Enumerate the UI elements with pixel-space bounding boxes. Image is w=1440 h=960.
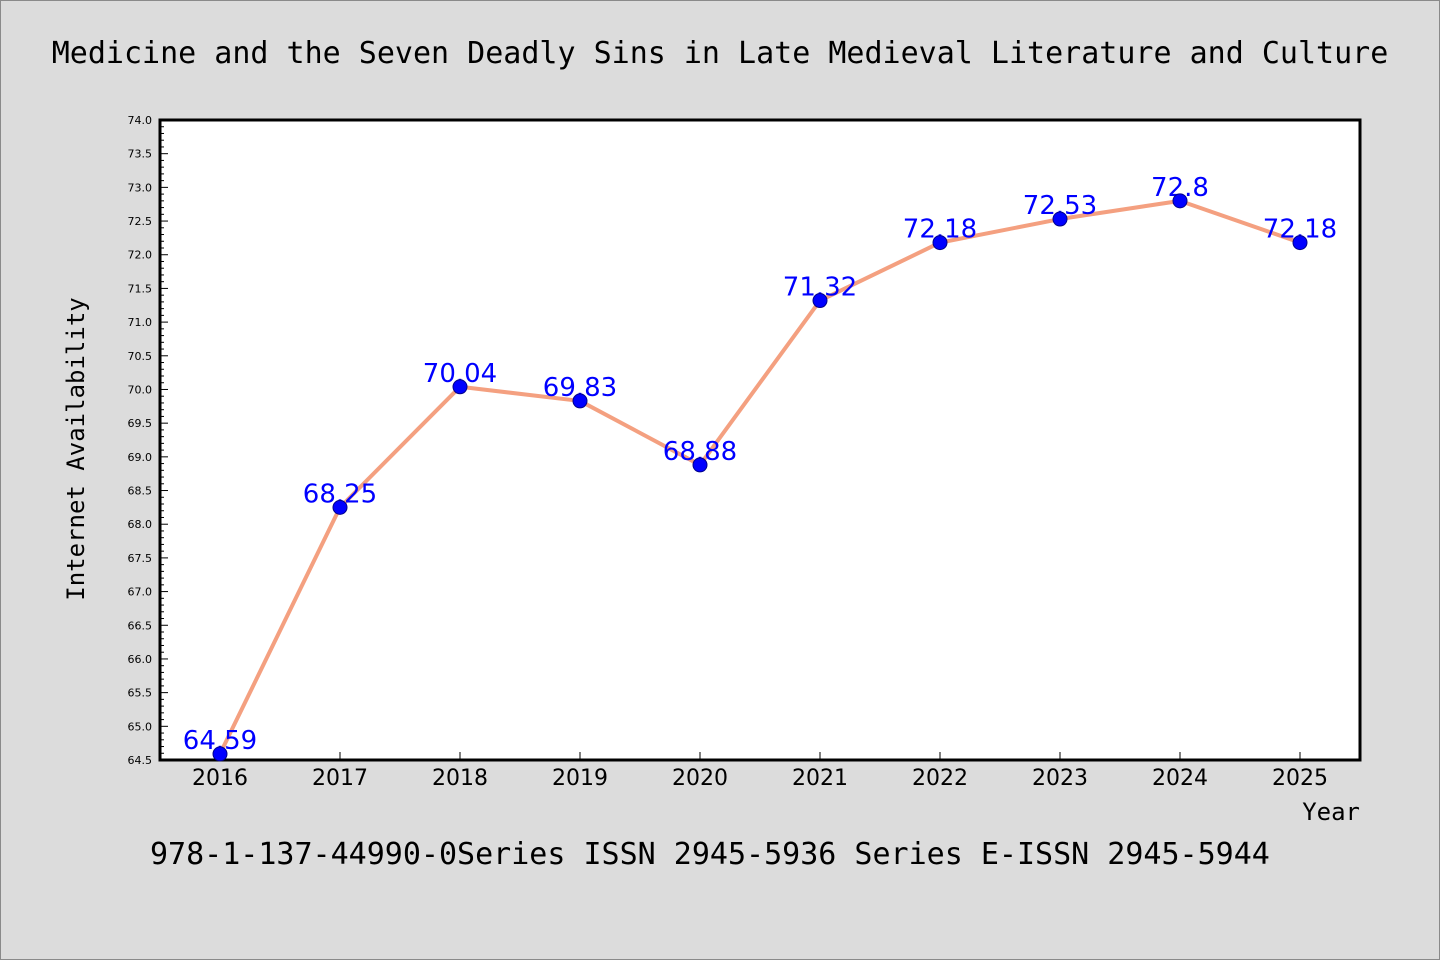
x-tick-label: 2017 [312, 766, 368, 791]
x-tick-label: 2023 [1032, 766, 1088, 791]
data-point [572, 393, 588, 409]
y-tick-label: 69.0 [128, 451, 153, 464]
y-tick-label: 69.5 [128, 417, 153, 430]
data-point [692, 457, 708, 473]
y-axis-title: Internet Availability [62, 297, 90, 600]
y-tick-label: 67.0 [128, 586, 153, 599]
data-point [332, 499, 348, 515]
y-tick-label: 72.0 [128, 249, 153, 262]
x-tick-label: 2025 [1272, 766, 1328, 791]
x-tick-label: 2020 [672, 766, 728, 791]
y-tick-label: 72.5 [128, 215, 153, 228]
data-point [932, 235, 948, 251]
x-tick-label: 2021 [792, 766, 848, 791]
y-tick-label: 65.5 [128, 687, 153, 700]
y-tick-label: 73.0 [128, 181, 153, 194]
data-point [1172, 193, 1188, 209]
y-tick-label: 67.5 [128, 552, 153, 565]
plot-area [160, 120, 1360, 760]
y-tick-label: 65.0 [128, 720, 153, 733]
x-tick-label: 2018 [432, 766, 488, 791]
data-point [812, 293, 828, 309]
y-tick-label: 68.5 [128, 485, 153, 498]
y-tick-label: 71.0 [128, 316, 153, 329]
chart-title: Medicine and the Seven Deadly Sins in La… [52, 36, 1389, 71]
x-tick-label: 2019 [552, 766, 608, 791]
x-tick-label: 2016 [192, 766, 248, 791]
x-axis-title: Year [1302, 798, 1360, 826]
y-tick-label: 70.5 [128, 350, 153, 363]
y-tick-label: 68.0 [128, 518, 153, 531]
y-tick-label: 64.5 [128, 754, 153, 767]
y-tick-label: 70.0 [128, 383, 153, 396]
data-point [1052, 211, 1068, 227]
series-line [218, 198, 1302, 756]
footer-isbn-text: 978-1-137-44990-0Series ISSN 2945-5936 S… [150, 837, 1270, 872]
data-point [212, 746, 228, 762]
plot-border [158, 118, 1362, 762]
data-point [1292, 235, 1308, 251]
y-tick-label: 71.5 [128, 282, 153, 295]
y-tick-label: 73.5 [128, 148, 153, 161]
x-tick-label: 2022 [912, 766, 968, 791]
y-tick-label: 66.5 [128, 619, 153, 632]
data-point [452, 379, 468, 395]
y-tick-label: 74.0 [128, 114, 153, 127]
x-tick-label: 2024 [1152, 766, 1208, 791]
y-tick-label: 66.0 [128, 653, 153, 666]
